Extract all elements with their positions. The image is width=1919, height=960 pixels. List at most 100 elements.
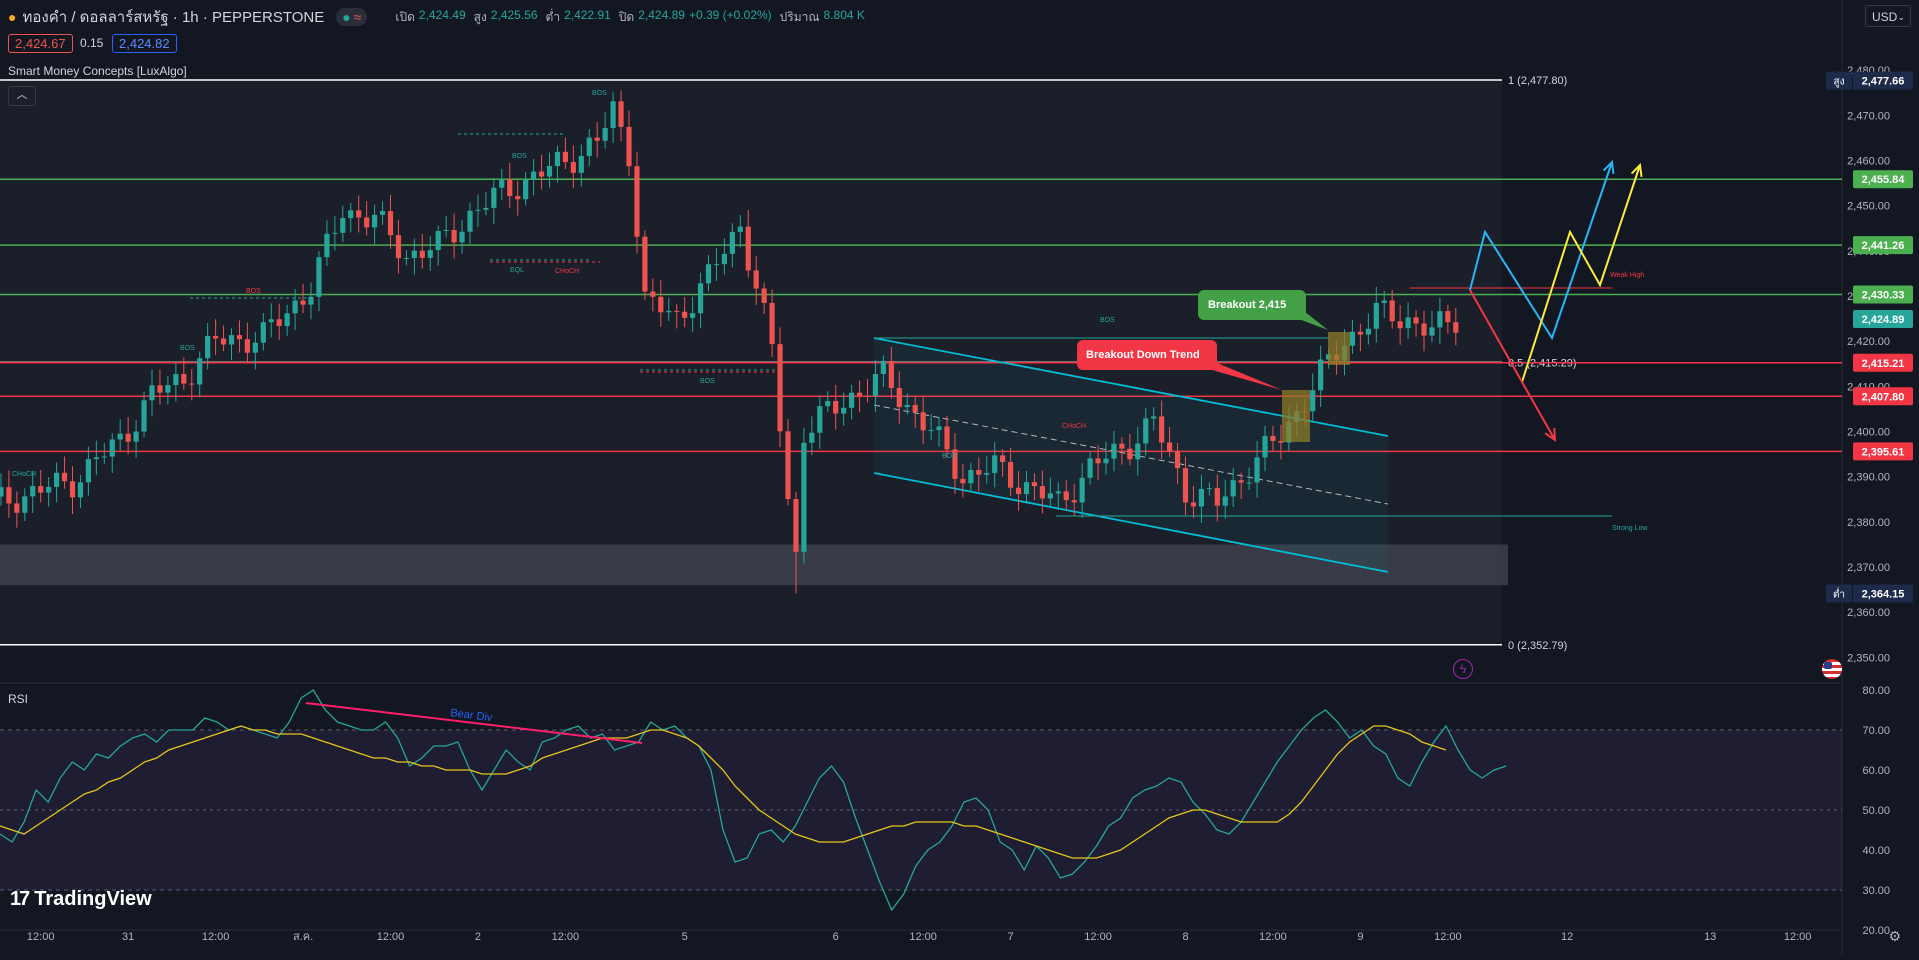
candle-body — [737, 226, 743, 232]
bullish-projection-cyan[interactable] — [1469, 159, 1615, 341]
candle — [483, 191, 489, 216]
candle-body — [944, 426, 950, 450]
price-tag-label: 2,430.33 — [1862, 289, 1905, 301]
candle — [1111, 430, 1117, 472]
callout-pointer — [1296, 308, 1328, 330]
candle — [1023, 470, 1030, 504]
candle — [252, 331, 258, 370]
candle — [1055, 482, 1061, 510]
settings-gear-icon[interactable]: ⚙ — [1888, 928, 1901, 944]
currency-select[interactable]: USD ⌄ — [1865, 5, 1911, 27]
market-open-dot-icon: ● — [342, 9, 351, 25]
low-label: ต่ำ — [545, 9, 561, 24]
us-flag-event-icon[interactable] — [1822, 659, 1842, 679]
candle — [1039, 470, 1045, 514]
candle — [538, 154, 545, 190]
callout-text[interactable]: Breakout Down Trend — [1086, 349, 1200, 361]
candle — [467, 202, 473, 245]
sell-quote[interactable]: 2,424.67 — [8, 33, 73, 53]
candle-body — [594, 137, 600, 141]
candle-body — [1190, 502, 1197, 507]
candle-body — [841, 407, 847, 414]
candle — [690, 296, 696, 332]
buy-price[interactable]: 2,424.82 — [112, 33, 177, 53]
projection-path[interactable] — [1469, 161, 1613, 341]
candle — [61, 456, 68, 489]
candle — [769, 289, 775, 358]
candle-body — [713, 264, 720, 266]
candle-body — [1222, 496, 1228, 506]
candle-body — [809, 432, 815, 443]
candle — [181, 357, 187, 390]
collapse-indicators-button[interactable]: ︿ — [8, 86, 36, 106]
bullish-projection-yellow[interactable] — [1521, 162, 1643, 383]
smc-label: BOS — [592, 90, 607, 97]
candle — [872, 360, 879, 412]
candle-body — [1135, 443, 1141, 460]
callout-box[interactable] — [1077, 340, 1217, 370]
candle — [101, 443, 107, 464]
candle — [515, 181, 521, 216]
tradingview-logo[interactable]: 17 TradingView — [10, 888, 152, 911]
candle-body — [451, 230, 457, 243]
candle — [1159, 400, 1165, 459]
projection-path[interactable] — [1469, 289, 1556, 441]
time-axis-tick: ส.ค. — [293, 931, 313, 943]
candle-body — [379, 211, 386, 215]
bear-divergence-line[interactable] — [305, 702, 643, 744]
time-axis-tick: 12:00 — [1434, 931, 1462, 943]
candle-body — [1079, 477, 1085, 503]
candle — [38, 470, 44, 503]
lightning-event-icon[interactable]: ϟ — [1453, 659, 1473, 679]
candle — [1262, 425, 1268, 472]
candle-body — [793, 499, 799, 552]
price-axis-tick: 2,370.00 — [1847, 562, 1890, 574]
candle-body — [109, 439, 115, 457]
bearish-projection-red[interactable] — [1469, 289, 1557, 442]
candle — [682, 297, 688, 328]
price-axis-tick: 2,360.00 — [1847, 607, 1890, 619]
bear-divergence-label: Bear Div — [450, 707, 494, 724]
price-tag — [1853, 310, 1913, 329]
indicator-title[interactable]: Smart Money Concepts [LuxAlgo] — [8, 64, 187, 78]
breakout-callout[interactable]: Breakout 2,415 — [1198, 290, 1328, 330]
smc-label: CHoCH — [555, 268, 579, 275]
callout-text[interactable]: Breakout 2,415 — [1208, 299, 1286, 311]
callout-pointer — [1205, 360, 1282, 390]
projection-path[interactable] — [1521, 164, 1641, 383]
volume-label: ปริมาณ — [779, 9, 820, 24]
candle — [117, 419, 123, 451]
candle — [1246, 467, 1252, 490]
candle-body — [1381, 300, 1387, 303]
candle-body — [427, 250, 433, 258]
candle — [300, 283, 306, 314]
buy-quote[interactable]: 2,424.82 — [112, 33, 177, 53]
breakout-down-callout[interactable]: Breakout Down Trend — [1077, 340, 1282, 390]
candle — [372, 204, 378, 245]
candle-body — [197, 358, 203, 385]
rsi-title[interactable]: RSI — [8, 692, 29, 706]
rsi-axis-tick: 70.00 — [1862, 725, 1890, 737]
callout-box[interactable] — [1198, 290, 1306, 320]
candle — [491, 178, 497, 225]
candle — [531, 158, 537, 196]
candle-body — [1182, 468, 1189, 503]
candle-body — [61, 472, 68, 482]
candle — [849, 384, 855, 420]
rsi-ma-line — [0, 725, 1447, 859]
sell-price[interactable]: 2,424.67 — [8, 33, 73, 53]
candle — [244, 322, 250, 364]
candle-body — [642, 236, 648, 292]
market-status-pill[interactable]: ● ≈ — [336, 8, 368, 26]
candle-body — [165, 385, 171, 393]
candle-body — [928, 430, 934, 432]
candle-body — [459, 231, 465, 243]
symbol-title[interactable]: ทองคำ / ดอลลาร์สหรัฐ · 1h · PEPPERSTONE — [22, 9, 325, 26]
candle-body — [117, 433, 123, 440]
candle — [332, 216, 338, 251]
candle — [1318, 345, 1324, 407]
candle — [721, 238, 727, 275]
candle-body — [1437, 311, 1443, 328]
